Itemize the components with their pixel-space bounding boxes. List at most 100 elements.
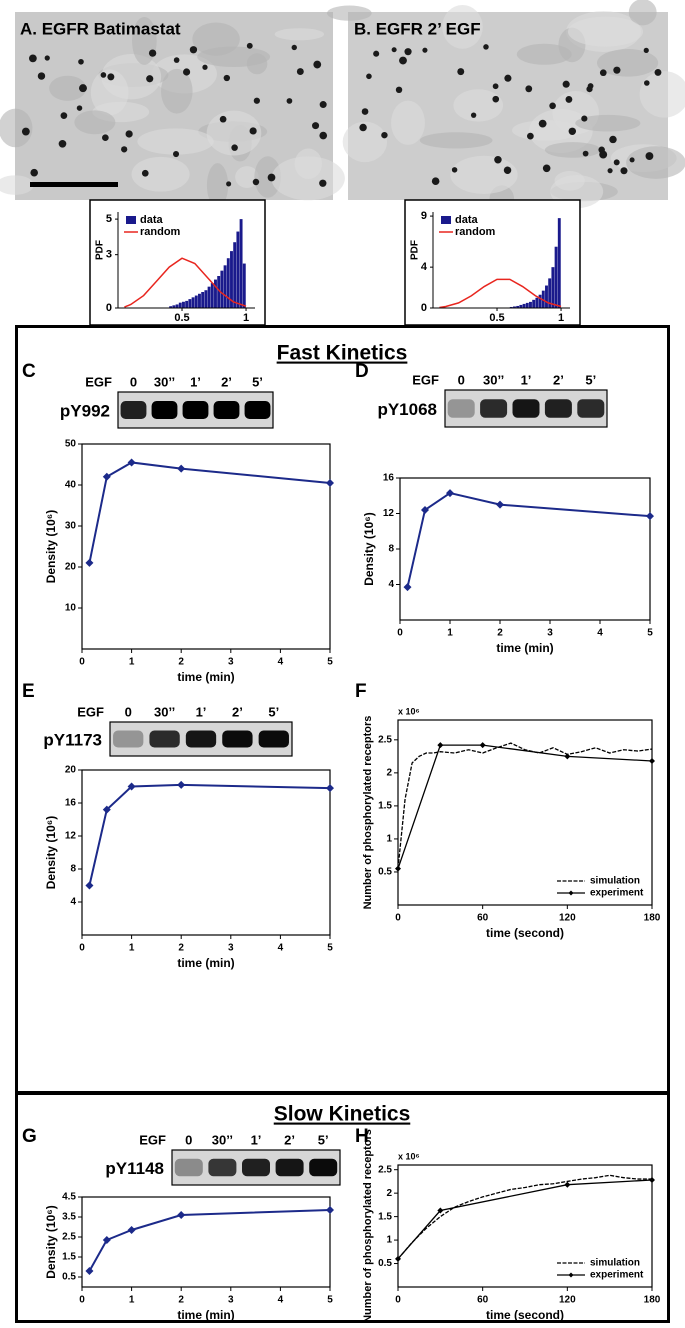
texture [0,108,33,148]
particle [189,46,198,54]
y-tick-label: 12 [65,831,77,842]
texture [628,0,657,26]
x-tick-label: 1 [243,312,249,324]
particle [613,66,621,74]
bar [551,267,555,308]
particle [587,83,594,89]
bar [207,286,211,308]
lane-label: 30’’ [154,374,175,389]
bar [233,242,237,308]
bar [210,283,214,308]
data-line [397,1174,652,1260]
bar [522,303,526,308]
particle [581,115,588,122]
texture [516,43,572,65]
data-line [88,461,331,564]
x-tick-label: 0.5 [489,312,504,324]
particle [146,75,154,83]
x-tick-label: 4 [278,943,284,954]
y-tick-label: 20 [65,562,77,573]
y-tick-label: 1.5 [62,1252,76,1263]
x-tick-label: 1 [129,1295,135,1306]
bar [557,218,561,308]
y-tick-label: 30 [65,521,77,532]
particle [219,115,227,123]
particle [492,83,499,90]
y-tick-label: 9 [421,210,427,222]
lane-label: 30’’ [212,1132,233,1147]
x-tick-label: 120 [559,1295,576,1306]
particle [76,105,83,111]
lane-label: 1’ [251,1132,262,1147]
lane-label: 0 [185,1132,192,1147]
legend-swatch [568,1272,574,1278]
lane-label: 5’ [268,704,279,719]
particle [538,119,547,128]
band [512,399,540,418]
panel-letter: E [22,681,35,702]
y-tick-label: 50 [65,439,77,450]
y-tick-label: 0.5 [378,867,392,878]
particle [494,156,502,164]
lane-label: 1’ [521,372,532,387]
y-axis-label: Density (10⁶) [44,510,58,584]
bar [217,276,221,308]
marker [564,753,571,760]
texture [626,146,685,179]
particle [395,86,403,94]
x-tick-label: 0 [395,1295,401,1306]
marker [127,1226,136,1234]
texture [206,110,262,156]
bar [220,270,224,308]
bar [204,290,208,308]
bar [509,306,513,308]
treatment-label: EGF [77,704,104,719]
bar [513,306,516,308]
y-tick-label: 2.5 [378,734,392,745]
lane-label: 2’ [221,374,232,389]
axis-multiplier: x 10⁶ [398,1151,420,1161]
blot-label: pY992 [60,401,110,420]
x-tick-label: 4 [278,657,284,668]
bar [223,265,227,308]
particle [291,44,297,51]
marker [564,1181,571,1188]
particle [645,152,654,160]
bar [516,305,520,308]
treatment-label: EGF [139,1132,166,1147]
particle [613,159,620,166]
particle [37,72,46,80]
x-tick-label: 60 [477,913,489,924]
particle [100,72,107,78]
x-tick-label: 60 [477,1295,489,1306]
bar [214,279,217,308]
particle [582,150,589,157]
particle [253,97,260,104]
bar [175,304,179,308]
particle [296,68,304,75]
x-tick-label: 2 [178,1295,184,1306]
particle [286,98,293,104]
y-tick-label: 0 [421,302,427,314]
x-tick-label: 0 [395,913,401,924]
axis-multiplier: x 10⁶ [398,706,420,716]
y-tick-label: 4 [70,897,76,908]
marker [85,558,94,567]
panel-letter: F [355,681,367,702]
particle [44,55,50,61]
lane-label: 30’’ [483,372,504,387]
lane-label: 0 [458,372,465,387]
band [174,1158,203,1177]
particle [21,127,30,136]
marker [326,478,334,487]
legend-label: data [455,214,479,226]
legend-swatch [568,890,574,896]
x-axis-label: time (min) [177,670,234,684]
bar [538,294,542,308]
band [113,730,144,748]
x-tick-label: 5 [327,1295,333,1306]
bar [169,306,173,308]
particle [599,69,607,77]
texture [274,28,325,41]
texture [596,49,659,77]
